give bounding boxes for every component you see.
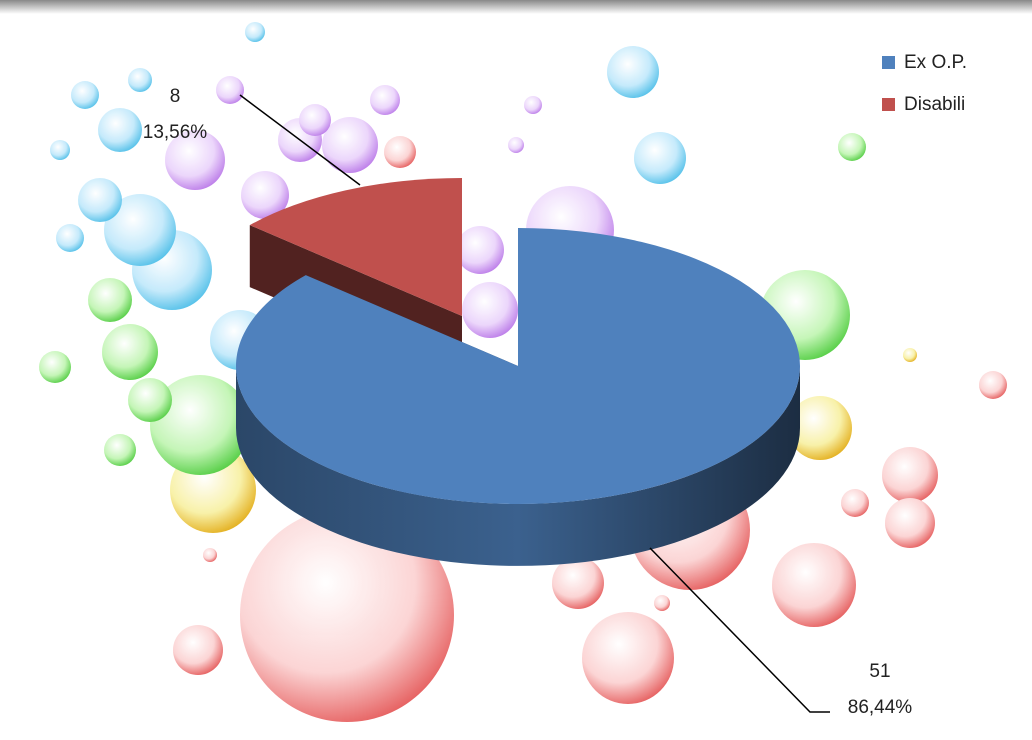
- legend-label: Disabili: [904, 94, 965, 115]
- slice-side: [236, 366, 800, 566]
- percent-label: 13,56%: [143, 122, 208, 143]
- data-label: 51: [869, 661, 890, 682]
- leader-line: [239, 94, 361, 186]
- slice: [235, 228, 800, 505]
- slice: [249, 178, 462, 316]
- percent-label: 86,44%: [848, 697, 913, 718]
- legend-swatch: [882, 98, 895, 111]
- frame-top: [0, 0, 1032, 14]
- leader-line: [649, 547, 830, 713]
- pie: 51 86,44% 8 13,56%: [143, 86, 913, 718]
- bubbles-decoration: [39, 22, 1007, 722]
- legend-swatch: [882, 56, 895, 69]
- legend: Ex O.P. Disabili: [882, 52, 967, 115]
- data-label: 8: [170, 86, 181, 107]
- legend-label: Ex O.P.: [904, 52, 967, 73]
